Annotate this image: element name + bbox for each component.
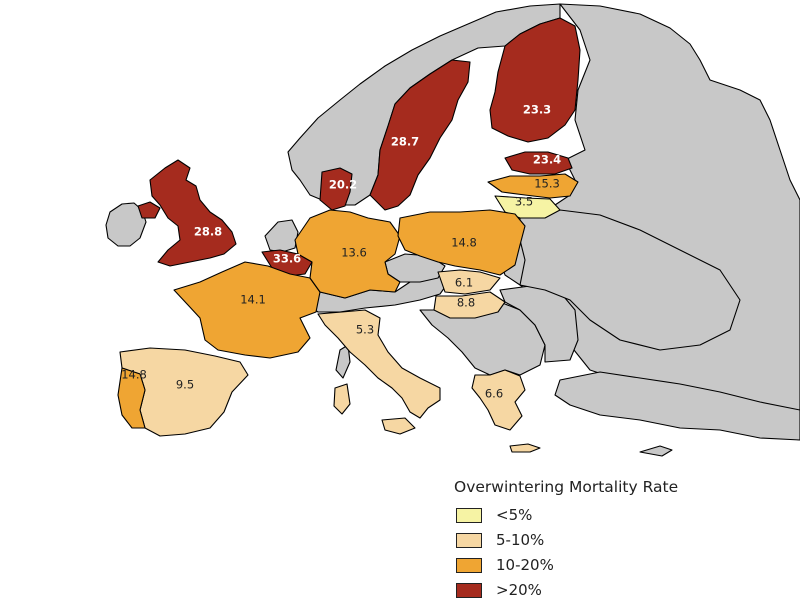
country-italy (317, 309, 441, 419)
no-data-countries (105, 3, 800, 457)
value-labels: 28.8 33.6 14.1 9.5 14.8 13.6 20.2 28.7 23.3 23.4 1… (121, 103, 561, 401)
country-denmark (319, 167, 353, 211)
legend-title: Overwintering Mortality Rate (454, 478, 679, 496)
value-label-poland: 14.8 (451, 236, 477, 250)
legend-swatch (456, 507, 482, 523)
value-label-hungary: 8.8 (457, 296, 475, 310)
legend-label: 10-20% (496, 556, 554, 574)
country-sicily (381, 417, 416, 435)
value-label-denmark: 20.2 (329, 178, 357, 192)
country-n-ireland (137, 201, 161, 219)
netherlands (264, 219, 299, 253)
legend-item: 5-10% (454, 529, 774, 551)
country-latvia (487, 173, 579, 199)
country-sardinia (333, 383, 351, 415)
value-label-greece: 6.6 (485, 387, 503, 401)
cyprus (639, 445, 673, 457)
country-france (173, 261, 321, 359)
country-greece (471, 369, 526, 431)
value-label-uk: 28.8 (194, 225, 222, 239)
country-sweden (369, 59, 471, 211)
value-label-estonia: 23.4 (533, 153, 561, 167)
legend-items: <5% 5-10% 10-20% >20% (454, 504, 774, 601)
value-label-sweden: 28.7 (391, 135, 419, 149)
turkey (554, 371, 800, 441)
legend-item: >20% (454, 579, 774, 601)
country-uk (149, 159, 237, 267)
value-label-france: 14.1 (240, 293, 266, 307)
legend-label: >20% (496, 581, 542, 599)
value-label-spain: 9.5 (176, 378, 194, 392)
value-label-lithuania: 3.5 (515, 195, 533, 209)
legend-item: <5% (454, 504, 774, 526)
legend-label: 5-10% (496, 531, 545, 549)
legend-label: <5% (496, 506, 533, 524)
country-portugal (117, 367, 146, 429)
country-hungary (433, 291, 506, 319)
legend: Overwintering Mortality Rate <5% 5-10% 10-… (454, 478, 774, 604)
value-label-slovakia: 6.1 (455, 276, 473, 290)
ireland (105, 202, 147, 247)
value-label-germany: 13.6 (341, 246, 367, 260)
country-finland (489, 17, 581, 143)
legend-swatch (456, 582, 482, 598)
value-label-belgium: 33.6 (273, 252, 301, 266)
legend-swatch (456, 532, 482, 548)
belarus-ukraine (519, 209, 741, 351)
legend-item: 10-20% (454, 554, 774, 576)
value-label-portugal: 14.8 (121, 368, 147, 382)
value-label-latvia: 15.3 (534, 177, 560, 191)
country-poland (397, 209, 526, 276)
country-slovakia (437, 269, 501, 295)
country-germany (294, 209, 401, 299)
data-countries (117, 17, 581, 453)
value-label-italy: 5.3 (356, 323, 374, 337)
value-label-finland: 23.3 (523, 103, 551, 117)
country-crete (509, 443, 541, 453)
legend-swatch (456, 557, 482, 573)
country-estonia (504, 151, 573, 175)
